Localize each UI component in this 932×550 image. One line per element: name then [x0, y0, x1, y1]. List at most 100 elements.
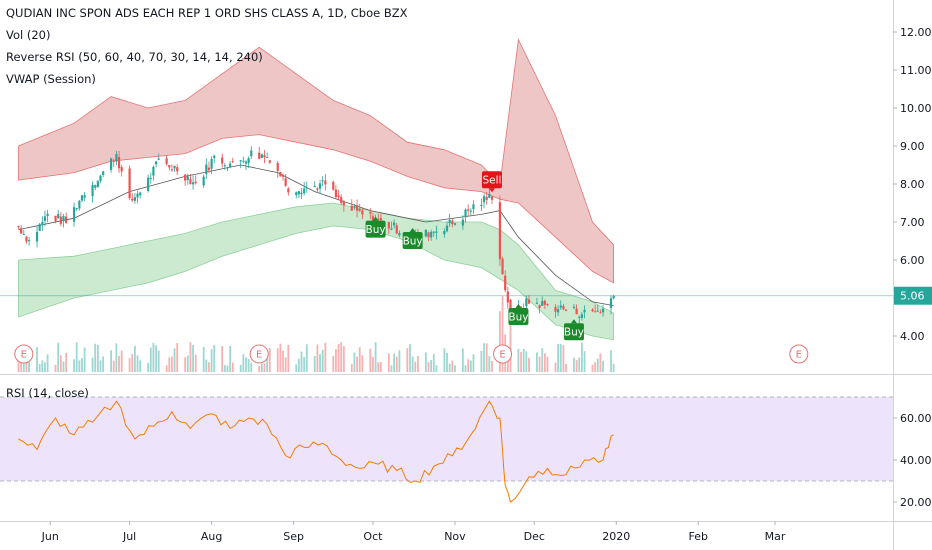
volume-bar — [73, 359, 75, 372]
rsi-line[interactable] — [18, 400, 614, 503]
earnings-marker[interactable]: E — [14, 344, 34, 364]
earnings-marker[interactable]: E — [493, 344, 513, 364]
volume-bar — [186, 355, 189, 372]
volume-bar — [38, 364, 41, 372]
volume-bar — [594, 362, 597, 372]
candle-body — [279, 171, 282, 177]
candle-body — [387, 222, 390, 229]
candle-body — [482, 196, 486, 203]
candle-body — [157, 158, 160, 160]
candle-body — [109, 158, 113, 170]
volume-bar — [247, 358, 250, 372]
candle-body — [332, 181, 335, 190]
volume-legend[interactable]: Vol (20) — [6, 28, 51, 42]
candle-body — [554, 307, 557, 312]
candle-body — [580, 314, 583, 318]
candle-body — [247, 158, 250, 164]
candle-body — [38, 224, 41, 231]
buy-signal[interactable]: Buy — [564, 319, 584, 341]
candle-body — [250, 150, 253, 157]
earnings-marker[interactable]: E — [789, 344, 809, 364]
candle-body — [221, 157, 224, 164]
candle-body — [504, 275, 507, 291]
earnings-marker[interactable]: E — [249, 344, 269, 364]
volume-bar — [520, 351, 522, 372]
price-tick-label: 4.00 — [900, 330, 925, 343]
volume-bar — [554, 362, 557, 372]
candle-body — [572, 306, 576, 308]
candle-body — [469, 210, 472, 212]
volume-bar — [602, 360, 604, 372]
candle-body — [480, 204, 483, 207]
earnings-label: E — [256, 350, 262, 361]
volume-bar — [91, 357, 94, 372]
candle-body — [435, 231, 438, 233]
candle-body — [128, 168, 131, 199]
candle-body — [305, 187, 308, 189]
volume-bar — [612, 363, 615, 372]
candle-body — [451, 220, 454, 225]
candle-body — [575, 308, 578, 315]
volume-bar — [266, 356, 269, 372]
time-tick-label: Dec — [524, 530, 545, 543]
candle-body — [355, 205, 359, 211]
volume-bar — [282, 350, 284, 372]
volume-bar — [398, 350, 401, 372]
candle-body — [564, 309, 568, 311]
candle-body — [244, 161, 248, 164]
buy-signal[interactable]: Buy — [403, 228, 423, 249]
candle-body — [194, 181, 197, 184]
volume-bar — [96, 344, 99, 372]
volume-bar — [546, 356, 549, 372]
candle-body — [35, 231, 39, 242]
rsi-legend[interactable]: RSI (14, close) — [6, 386, 89, 400]
candle-body — [324, 180, 327, 185]
candle-body — [340, 196, 343, 204]
candle-body — [94, 185, 97, 188]
volume-bar — [472, 354, 475, 372]
volume-bar — [208, 362, 210, 372]
volume-bar — [361, 355, 364, 372]
volume-bar — [379, 361, 382, 372]
volume-bar — [356, 356, 358, 372]
candle-body — [91, 185, 94, 197]
buy-signal[interactable]: Buy — [366, 216, 386, 238]
volume-bar — [559, 343, 562, 372]
candle-body — [353, 206, 356, 208]
candle-body — [284, 178, 287, 186]
candle-body — [498, 202, 502, 260]
volume-bar — [229, 346, 232, 372]
sell-signal[interactable]: Sell — [481, 171, 502, 193]
buy-signal[interactable]: Buy — [508, 304, 528, 325]
volume-bar — [147, 362, 150, 372]
candle-body — [27, 240, 31, 242]
candle-body — [361, 210, 364, 215]
candle-body — [318, 183, 322, 189]
volume-bar — [525, 351, 528, 372]
candle-body — [472, 204, 475, 210]
volume-bar — [541, 348, 544, 372]
vwap-legend[interactable]: VWAP (Session) — [6, 72, 96, 86]
candle-body — [120, 167, 123, 172]
volume-bar — [295, 364, 298, 372]
candle-body — [430, 231, 433, 238]
reverse-rsi-legend[interactable]: Reverse RSI (50, 60, 40, 70, 30, 14, 14,… — [6, 50, 263, 64]
volume-bar — [424, 352, 427, 372]
volume-bar — [324, 342, 327, 372]
volume-bar — [231, 362, 234, 372]
volume-bar — [115, 343, 118, 372]
candle-body — [112, 160, 115, 162]
buy-signal-label: Buy — [564, 327, 584, 339]
volume-bar — [411, 356, 414, 372]
time-tick-label: 2020 — [602, 530, 630, 543]
candle-body — [20, 228, 23, 234]
volume-bar — [28, 356, 30, 372]
volume-bar — [136, 355, 139, 372]
candle-body — [390, 228, 393, 230]
volume-bar — [41, 360, 44, 372]
volume-bar — [427, 362, 430, 372]
volume-bar — [303, 356, 306, 372]
candle-body — [226, 167, 229, 169]
last-price-value: 5.06 — [900, 290, 925, 303]
